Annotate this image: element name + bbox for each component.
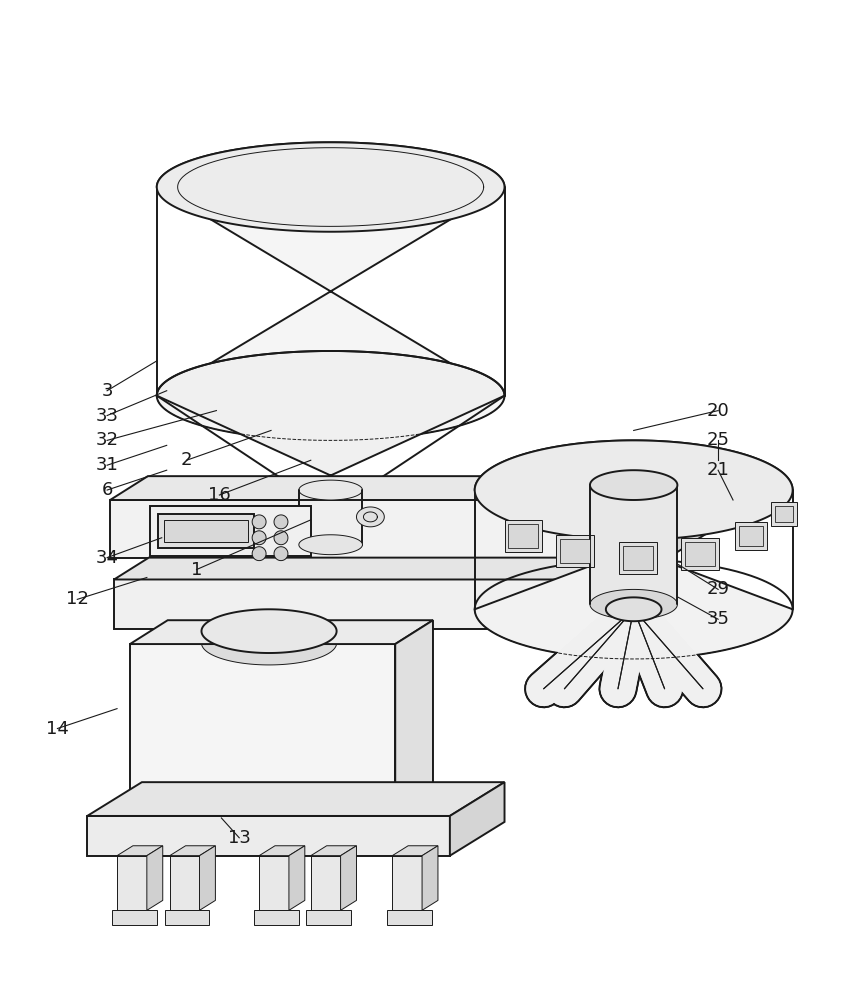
Polygon shape: [259, 856, 289, 910]
Polygon shape: [252, 531, 266, 545]
Polygon shape: [114, 579, 623, 629]
Polygon shape: [623, 546, 653, 570]
Polygon shape: [150, 506, 311, 556]
Polygon shape: [117, 856, 147, 910]
Polygon shape: [158, 514, 254, 548]
Polygon shape: [395, 620, 433, 808]
Polygon shape: [201, 609, 337, 653]
Text: 20: 20: [707, 402, 729, 420]
Polygon shape: [117, 846, 163, 856]
Polygon shape: [590, 485, 678, 604]
Text: 25: 25: [707, 431, 729, 449]
Polygon shape: [170, 856, 200, 910]
Text: 13: 13: [228, 829, 251, 847]
Polygon shape: [110, 476, 706, 500]
Text: 12: 12: [65, 590, 89, 608]
Polygon shape: [685, 542, 715, 566]
Polygon shape: [157, 142, 505, 440]
Polygon shape: [252, 515, 266, 529]
Polygon shape: [668, 476, 706, 558]
Text: 35: 35: [707, 610, 729, 628]
Text: 2: 2: [181, 451, 192, 469]
Polygon shape: [556, 535, 594, 567]
Text: 33: 33: [96, 407, 119, 425]
Polygon shape: [130, 644, 395, 808]
Polygon shape: [289, 846, 305, 910]
Polygon shape: [114, 558, 659, 579]
Text: 34: 34: [96, 549, 119, 567]
Text: 31: 31: [96, 456, 119, 474]
Polygon shape: [356, 507, 384, 527]
Text: 29: 29: [707, 580, 729, 598]
Polygon shape: [311, 846, 356, 856]
Polygon shape: [254, 910, 299, 925]
Text: 6: 6: [102, 481, 113, 499]
Polygon shape: [274, 547, 288, 561]
Polygon shape: [274, 515, 288, 529]
Text: 21: 21: [707, 461, 729, 479]
Polygon shape: [735, 522, 767, 550]
Polygon shape: [87, 816, 450, 856]
Text: 32: 32: [96, 431, 119, 449]
Text: 16: 16: [208, 486, 231, 504]
Polygon shape: [110, 500, 668, 558]
Text: 1: 1: [191, 561, 202, 579]
Polygon shape: [112, 910, 157, 925]
Polygon shape: [561, 539, 590, 563]
Polygon shape: [87, 782, 505, 816]
Polygon shape: [387, 910, 432, 925]
Polygon shape: [311, 856, 341, 910]
Polygon shape: [274, 531, 288, 545]
Polygon shape: [164, 520, 248, 542]
Polygon shape: [393, 856, 422, 910]
Text: 3: 3: [102, 382, 113, 400]
Polygon shape: [739, 526, 763, 546]
Polygon shape: [201, 621, 337, 665]
Polygon shape: [393, 846, 438, 856]
Polygon shape: [299, 490, 362, 545]
Polygon shape: [509, 524, 538, 548]
Polygon shape: [422, 846, 438, 910]
Polygon shape: [606, 597, 661, 621]
Polygon shape: [147, 846, 163, 910]
Polygon shape: [681, 538, 719, 570]
Polygon shape: [200, 846, 215, 910]
Polygon shape: [771, 502, 796, 526]
Polygon shape: [306, 910, 350, 925]
Polygon shape: [299, 535, 362, 555]
Polygon shape: [450, 782, 505, 856]
Polygon shape: [619, 542, 657, 574]
Polygon shape: [130, 620, 433, 644]
Text: 14: 14: [46, 720, 69, 738]
Polygon shape: [170, 846, 215, 856]
Polygon shape: [775, 506, 793, 522]
Polygon shape: [474, 440, 793, 540]
Polygon shape: [505, 520, 542, 552]
Polygon shape: [157, 142, 505, 232]
Polygon shape: [623, 558, 659, 629]
Polygon shape: [299, 480, 362, 500]
Polygon shape: [157, 351, 505, 500]
Polygon shape: [164, 910, 209, 925]
Polygon shape: [590, 589, 678, 619]
Polygon shape: [252, 547, 266, 561]
Polygon shape: [341, 846, 356, 910]
Polygon shape: [259, 846, 305, 856]
Polygon shape: [474, 440, 793, 659]
Polygon shape: [590, 470, 678, 500]
